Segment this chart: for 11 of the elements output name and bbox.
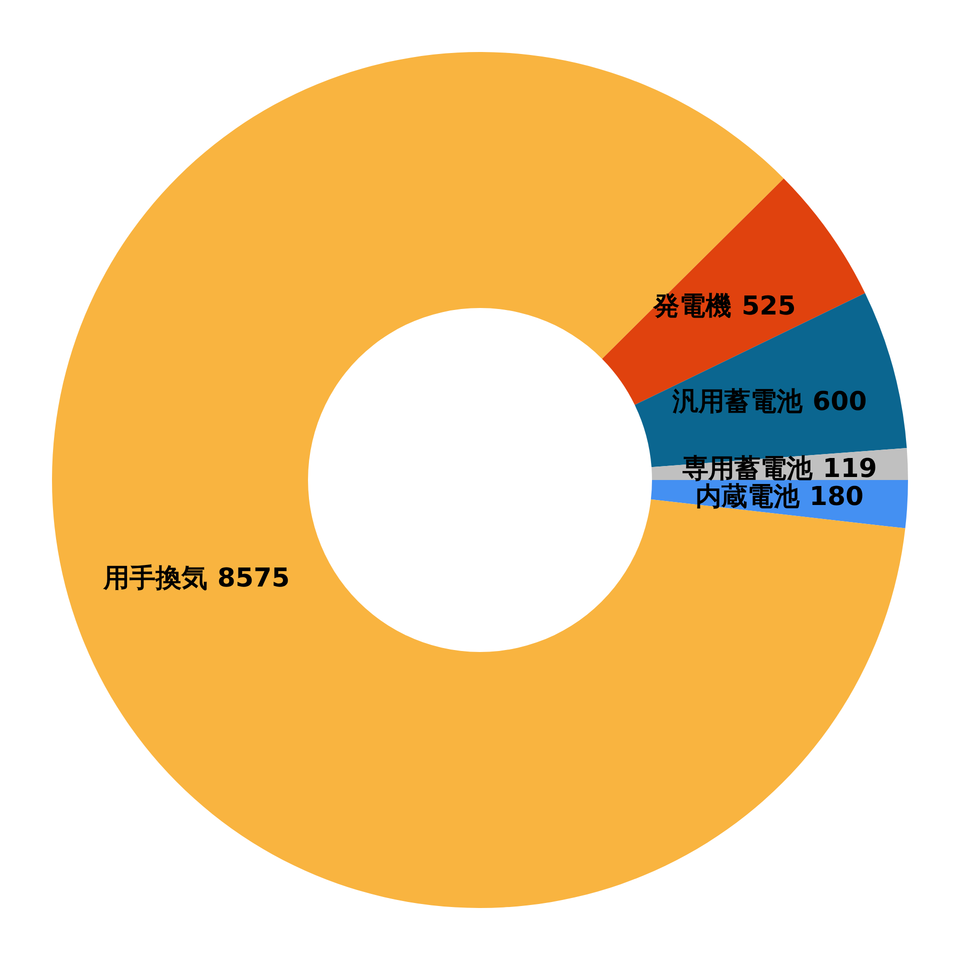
slice-label: 専用蓄電池 <box>682 454 814 484</box>
data-label: 119 <box>822 454 877 484</box>
donut-slice <box>52 52 906 908</box>
data-label: 600 <box>812 386 867 417</box>
data-label: 180 <box>809 482 864 512</box>
data-label: 8575 <box>217 563 290 594</box>
slice-label: 内蔵電池 <box>695 482 800 512</box>
slice-label: 発電機 <box>652 291 732 322</box>
data-label: 525 <box>742 291 796 322</box>
slice-label: 汎用蓄電池 <box>672 386 804 417</box>
slice-label: 用手換気 <box>102 563 208 594</box>
